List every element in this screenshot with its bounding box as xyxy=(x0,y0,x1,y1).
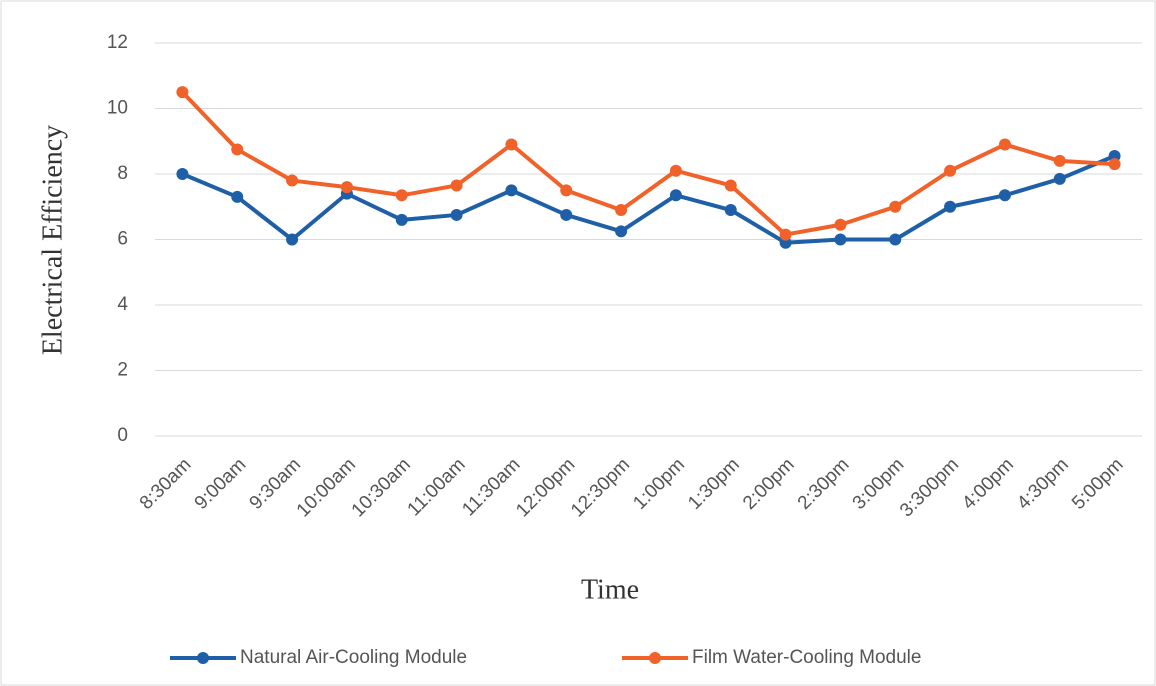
legend-marker xyxy=(197,652,209,664)
legend-label: Film Water-Cooling Module xyxy=(692,647,921,668)
series-point xyxy=(560,208,573,221)
x-axis-label: Time xyxy=(581,574,639,605)
series-point xyxy=(176,168,189,180)
series-point xyxy=(724,204,737,217)
series-point xyxy=(889,200,902,213)
series-point xyxy=(944,164,957,177)
series-point xyxy=(560,184,573,197)
series-point xyxy=(724,179,737,192)
series-point xyxy=(998,189,1011,202)
y-tick-label: 4 xyxy=(117,294,128,315)
y-tick-label: 10 xyxy=(107,98,128,119)
series-point xyxy=(505,184,518,197)
series-point xyxy=(615,204,628,217)
series-point xyxy=(779,228,792,241)
series-point xyxy=(834,218,847,231)
legend-label: Natural Air-Cooling Module xyxy=(240,647,467,668)
series-line xyxy=(181,154,1116,245)
series-point xyxy=(505,138,518,151)
series-point xyxy=(1053,172,1066,185)
series-point xyxy=(286,233,299,246)
series-point xyxy=(615,225,628,238)
y-tick-label: 6 xyxy=(117,229,128,250)
y-tick-label: 12 xyxy=(107,32,128,53)
series-point xyxy=(176,86,189,99)
y-tick-label: 0 xyxy=(117,425,128,446)
y-tick-label: 2 xyxy=(117,360,128,381)
series-point xyxy=(998,138,1011,151)
series-point xyxy=(834,233,847,246)
series-point xyxy=(1053,154,1066,167)
series-point xyxy=(669,189,682,202)
series-point xyxy=(340,181,353,194)
series-point xyxy=(231,190,244,203)
y-tick-label: 8 xyxy=(117,163,128,184)
series-point xyxy=(286,174,299,187)
series-point xyxy=(450,179,463,192)
series-line xyxy=(180,90,1115,237)
series-point xyxy=(889,233,902,246)
series-point xyxy=(669,164,682,177)
series-point xyxy=(395,213,408,226)
series-point xyxy=(944,200,957,213)
y-axis-label: Electrical Efficiency xyxy=(37,125,68,355)
series-point xyxy=(1108,158,1121,171)
series-point xyxy=(395,189,408,202)
legend-marker xyxy=(649,652,661,664)
series-point xyxy=(231,143,244,156)
series-point xyxy=(450,208,463,221)
